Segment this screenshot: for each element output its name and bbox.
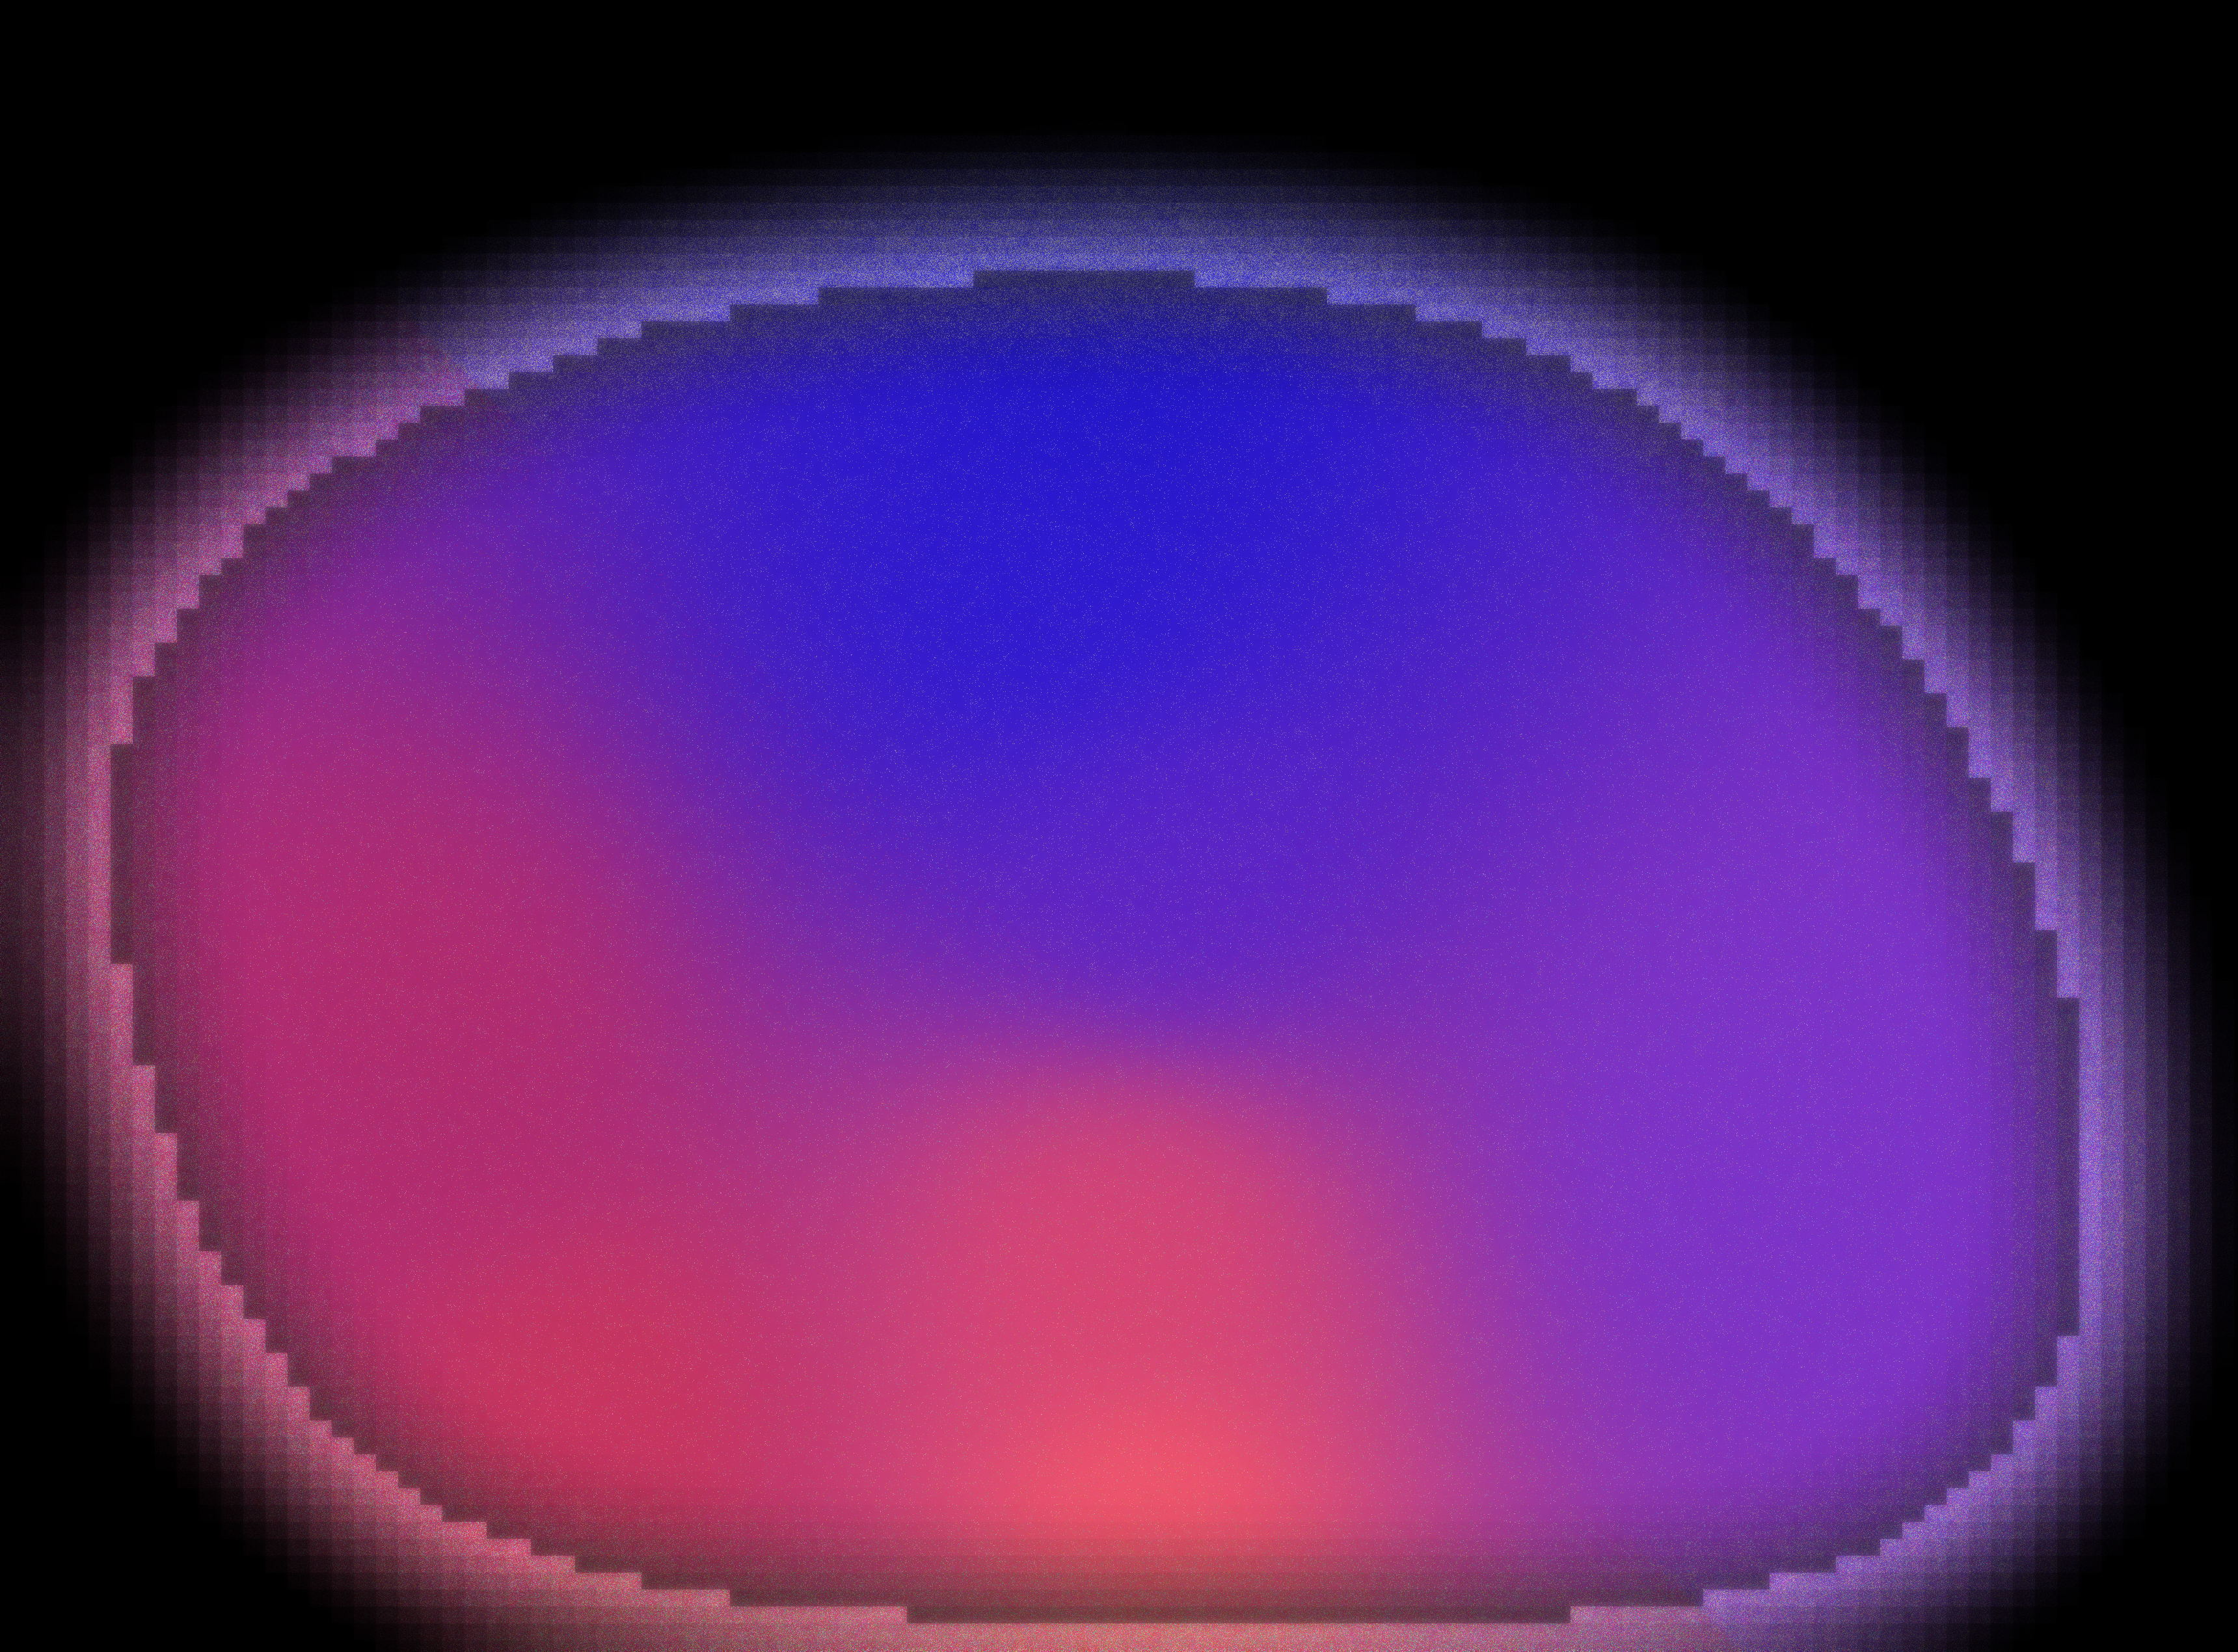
gradient-blob-canvas — [0, 0, 2238, 1652]
image-stage — [0, 0, 2238, 1652]
